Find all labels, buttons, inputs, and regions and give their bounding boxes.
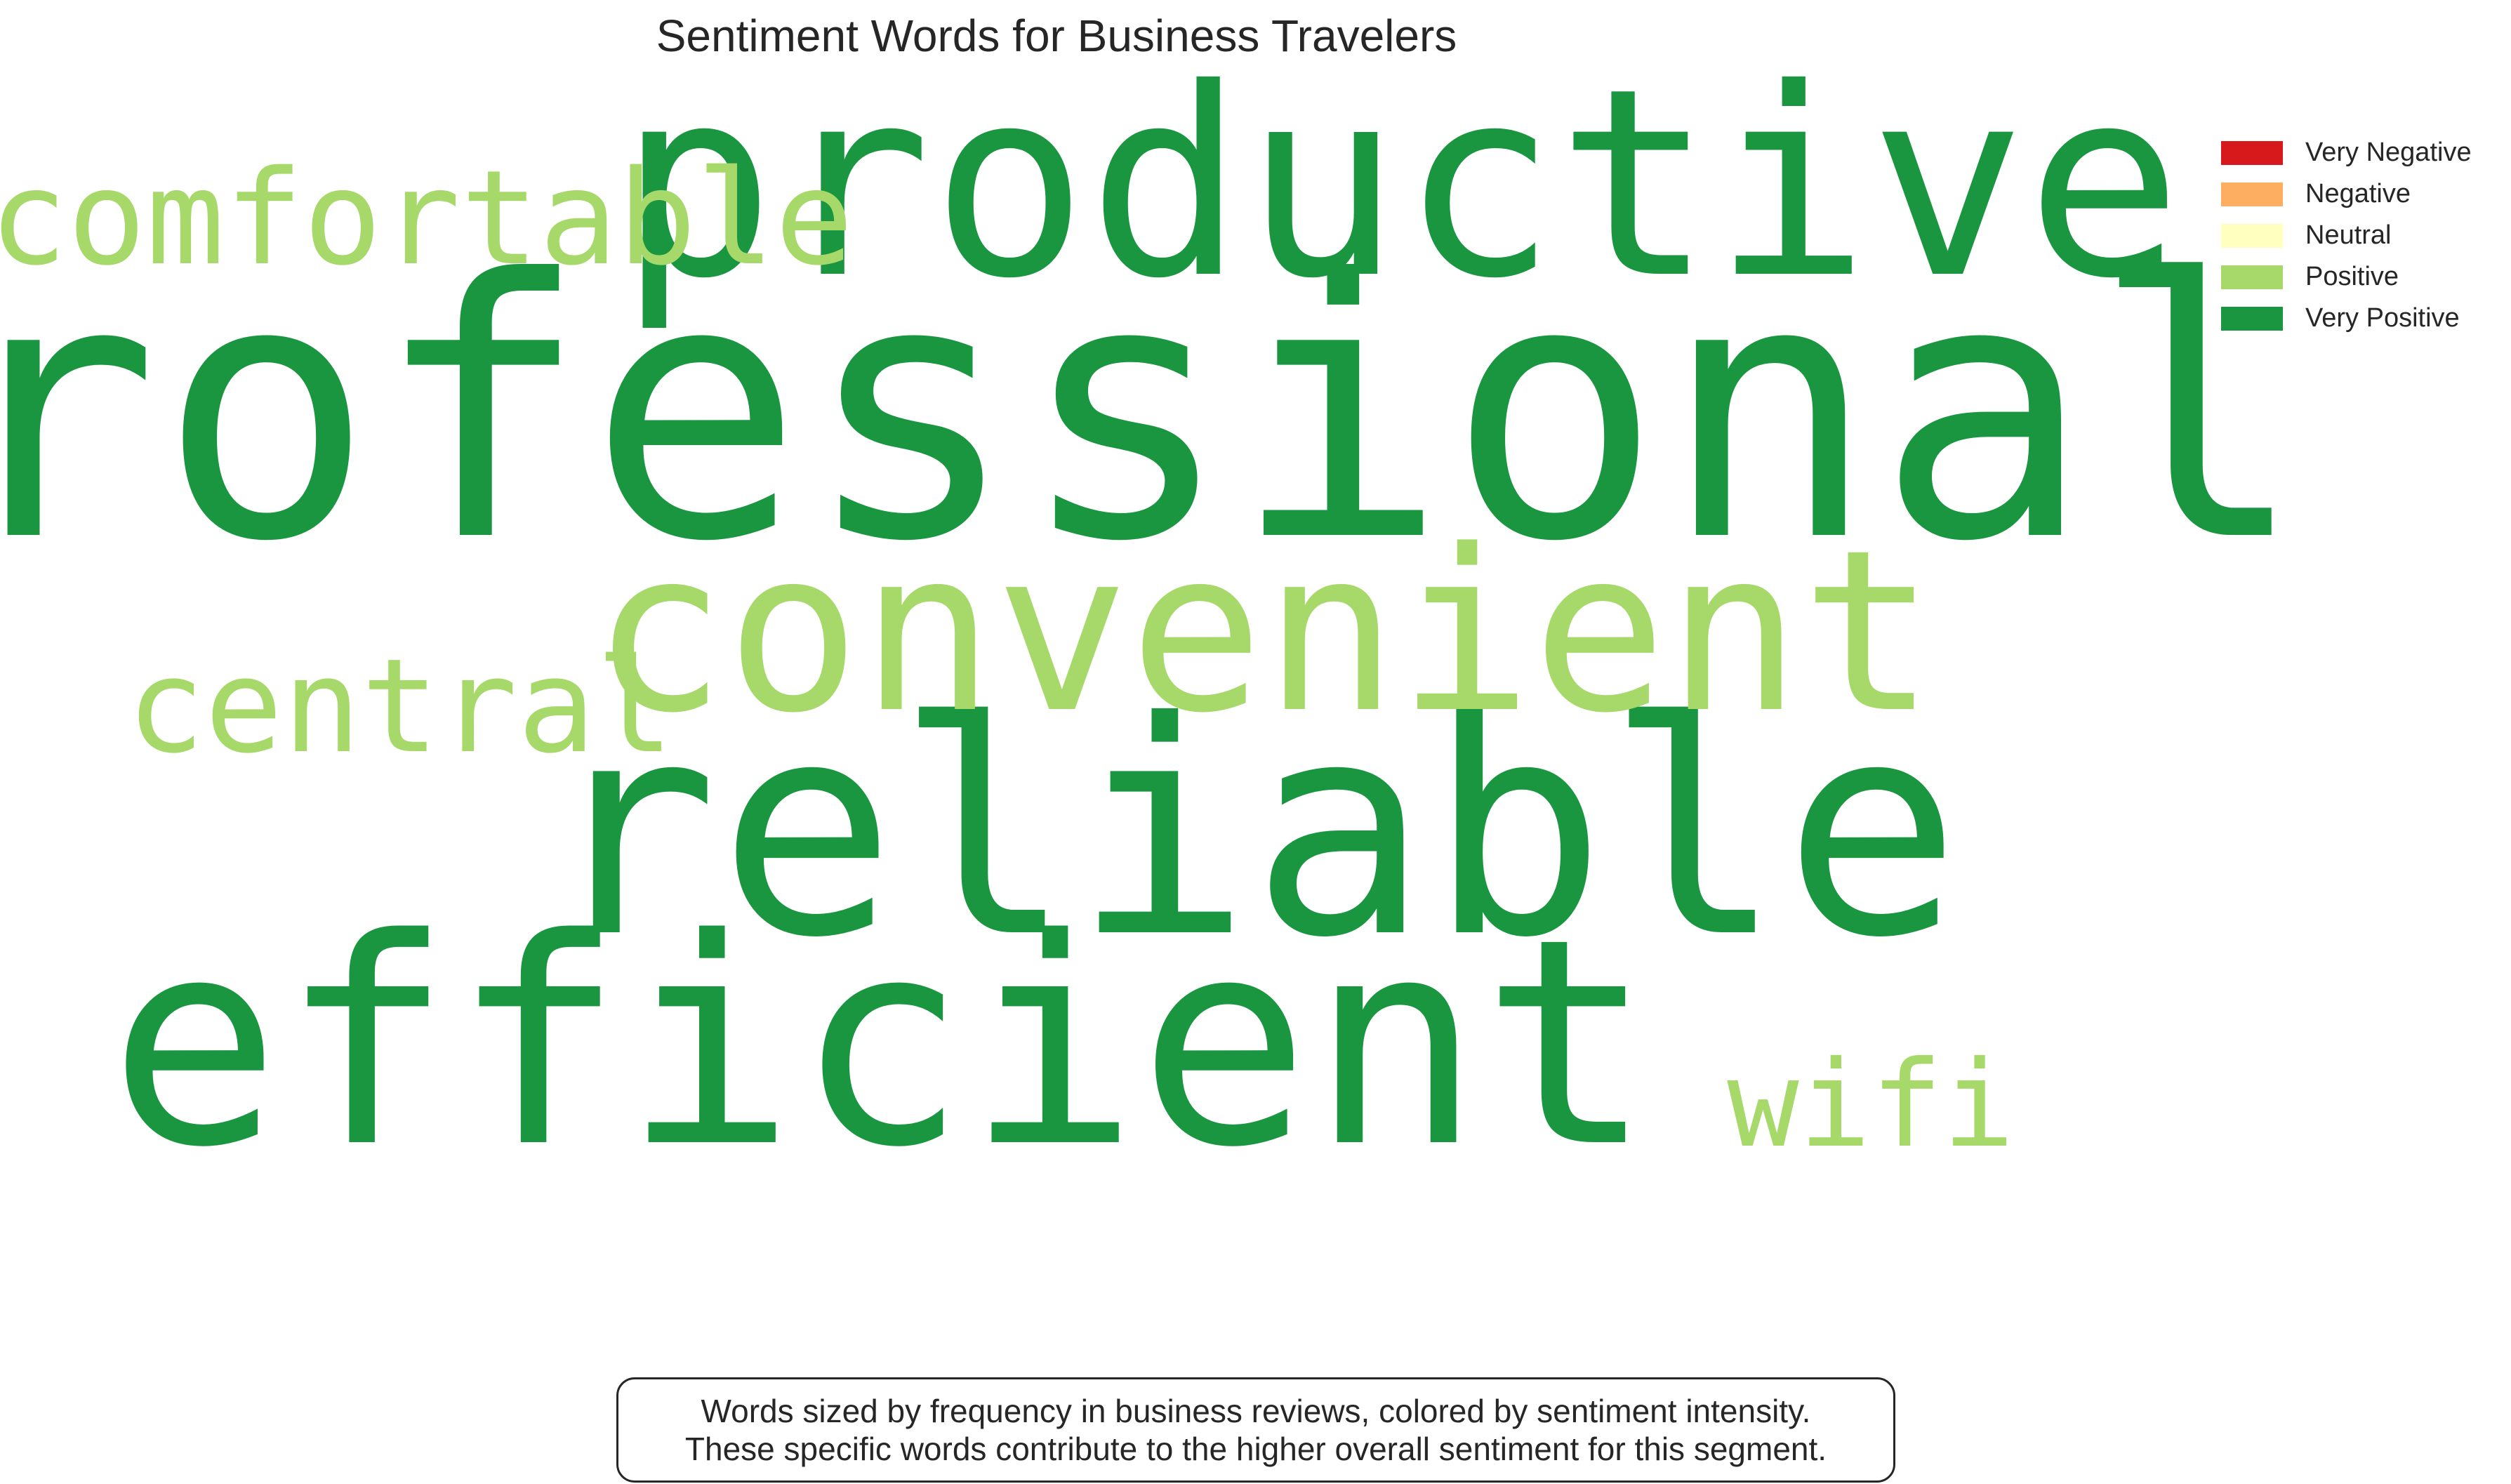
word-wifi: wifi xyxy=(1727,1035,2014,1174)
chart-title: Sentiment Words for Business Travelers xyxy=(656,11,1457,61)
legend-swatch xyxy=(2221,182,2283,206)
annotation-line: These specific words contribute to the h… xyxy=(684,1431,1827,1467)
word-central: central xyxy=(126,630,674,782)
legend-label: Positive xyxy=(2305,262,2399,291)
legend-item-very-positive: Very Positive xyxy=(2221,298,2472,339)
legend-swatch xyxy=(2221,306,2283,331)
word-comfortable: comfortable xyxy=(0,142,854,294)
legend-item-positive: Positive xyxy=(2221,256,2472,298)
legend: Very Negative Negative Neutral Positive … xyxy=(2221,132,2472,339)
legend-label: Very Positive xyxy=(2305,303,2460,333)
legend-swatch xyxy=(2221,223,2283,248)
legend-swatch xyxy=(2221,140,2283,165)
legend-label: Neutral xyxy=(2305,220,2392,250)
word-reliable: reliable xyxy=(541,659,1961,1002)
word-efficient: efficient xyxy=(109,877,1653,1210)
word-productive: productive xyxy=(618,34,2182,336)
annotation-box: Words sized by frequency in business rev… xyxy=(616,1377,1895,1483)
word-professional: professional xyxy=(0,204,2306,619)
legend-item-very-negative: Very Negative xyxy=(2221,132,2472,173)
word-convenient: convenient xyxy=(592,502,1936,762)
legend-item-negative: Negative xyxy=(2221,173,2472,215)
legend-swatch xyxy=(2221,265,2283,289)
legend-item-neutral: Neutral xyxy=(2221,215,2472,256)
legend-label: Negative xyxy=(2305,179,2411,208)
annotation-line: Words sized by frequency in business rev… xyxy=(701,1393,1811,1429)
legend-label: Very Negative xyxy=(2305,138,2472,167)
